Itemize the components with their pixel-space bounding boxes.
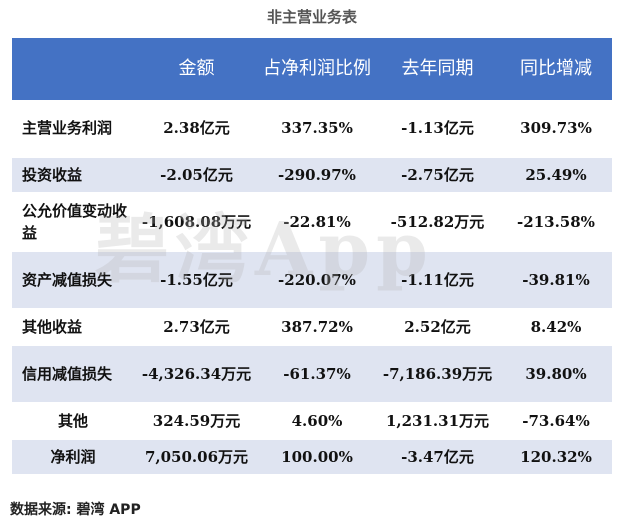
cell-ratio: 100.00% bbox=[259, 440, 375, 476]
table-row: 其他收益 2.73亿元 387.72% 2.52亿元 8.42% bbox=[12, 310, 612, 346]
row-label: 投资收益 bbox=[12, 158, 134, 194]
cell-last-year: 1,231.31万元 bbox=[375, 404, 500, 440]
cell-yoy: 39.80% bbox=[500, 346, 612, 404]
cell-last-year: -1.13亿元 bbox=[375, 100, 500, 158]
cell-yoy: 309.73% bbox=[500, 100, 612, 158]
cell-amount: -1,608.08万元 bbox=[134, 194, 259, 252]
table-row: 信用减值损失 -4,326.34万元 -61.37% -7,186.39万元 3… bbox=[12, 346, 612, 404]
cell-amount: -2.05亿元 bbox=[134, 158, 259, 194]
cell-yoy: 25.49% bbox=[500, 158, 612, 194]
cell-yoy: -213.58% bbox=[500, 194, 612, 252]
header-blank bbox=[12, 38, 134, 100]
cell-ratio: -22.81% bbox=[259, 194, 375, 252]
table-row: 其他 324.59万元 4.60% 1,231.31万元 -73.64% bbox=[12, 404, 612, 440]
cell-last-year: -1.11亿元 bbox=[375, 252, 500, 310]
table-row: 主营业务利润 2.38亿元 337.35% -1.13亿元 309.73% bbox=[12, 100, 612, 158]
cell-ratio: -61.37% bbox=[259, 346, 375, 404]
table-row: 公允价值变动收益 -1,608.08万元 -22.81% -512.82万元 -… bbox=[12, 194, 612, 252]
cell-yoy: -39.81% bbox=[500, 252, 612, 310]
row-label: 资产减值损失 bbox=[12, 252, 134, 310]
cell-amount: 2.73亿元 bbox=[134, 310, 259, 346]
header-ratio: 占净利润比例 bbox=[259, 38, 375, 100]
table-row: 资产减值损失 -1.55亿元 -220.07% -1.11亿元 -39.81% bbox=[12, 252, 612, 310]
cell-amount: -4,326.34万元 bbox=[134, 346, 259, 404]
cell-last-year: -512.82万元 bbox=[375, 194, 500, 252]
cell-ratio: -220.07% bbox=[259, 252, 375, 310]
cell-last-year: 2.52亿元 bbox=[375, 310, 500, 346]
header-amount: 金额 bbox=[134, 38, 259, 100]
header-last-year: 去年同期 bbox=[375, 38, 500, 100]
row-label: 其他 bbox=[12, 404, 134, 440]
data-source-note: 数据来源: 碧湾 APP bbox=[10, 502, 141, 518]
cell-last-year: -2.75亿元 bbox=[375, 158, 500, 194]
cell-yoy: 120.32% bbox=[500, 440, 612, 476]
cell-ratio: 4.60% bbox=[259, 404, 375, 440]
table-title: 非主营业务表 bbox=[266, 8, 357, 26]
cell-amount: 2.38亿元 bbox=[134, 100, 259, 158]
cell-last-year: -7,186.39万元 bbox=[375, 346, 500, 404]
cell-amount: 324.59万元 bbox=[134, 404, 259, 440]
header-yoy: 同比增减 bbox=[500, 38, 612, 100]
cell-yoy: -73.64% bbox=[500, 404, 612, 440]
cell-last-year: -3.47亿元 bbox=[375, 440, 500, 476]
row-label: 净利润 bbox=[12, 440, 134, 476]
header-row: 金额 占净利润比例 去年同期 同比增减 bbox=[12, 38, 612, 100]
non-operating-table: 金额 占净利润比例 去年同期 同比增减 主营业务利润 2.38亿元 337.35… bbox=[12, 38, 612, 476]
cell-amount: 7,050.06万元 bbox=[134, 440, 259, 476]
table-row: 投资收益 -2.05亿元 -290.97% -2.75亿元 25.49% bbox=[12, 158, 612, 194]
cell-ratio: 387.72% bbox=[259, 310, 375, 346]
table-row: 净利润 7,050.06万元 100.00% -3.47亿元 120.32% bbox=[12, 440, 612, 476]
row-label: 其他收益 bbox=[12, 310, 134, 346]
cell-amount: -1.55亿元 bbox=[134, 252, 259, 310]
cell-ratio: -290.97% bbox=[259, 158, 375, 194]
cell-ratio: 337.35% bbox=[259, 100, 375, 158]
cell-yoy: 8.42% bbox=[500, 310, 612, 346]
row-label: 信用减值损失 bbox=[12, 346, 134, 404]
row-label: 主营业务利润 bbox=[12, 100, 134, 158]
row-label: 公允价值变动收益 bbox=[12, 194, 134, 252]
